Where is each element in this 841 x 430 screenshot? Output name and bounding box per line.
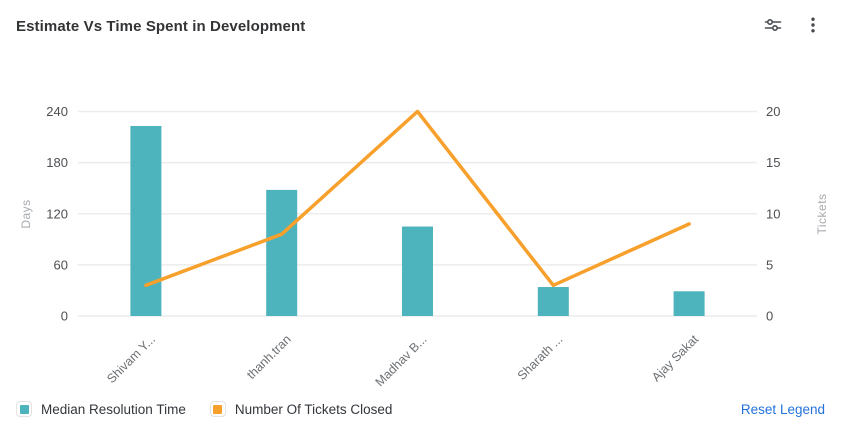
reset-legend-link[interactable]: Reset Legend [740, 401, 825, 417]
sliders-icon [763, 15, 783, 38]
legend-label: Median Resolution Time [41, 401, 186, 417]
legend-swatch-bar-series [16, 401, 32, 417]
kebab-menu-icon [803, 15, 823, 38]
right-axis-tick-label: 15 [766, 155, 780, 170]
right-axis-name: Tickets [815, 193, 829, 234]
legend-label: Number Of Tickets Closed [234, 401, 393, 417]
right-axis-tick-label: 5 [766, 257, 773, 272]
x-axis-category-label: Ajay Sakat [649, 332, 702, 385]
header-actions [759, 12, 827, 40]
more-options-button[interactable] [799, 12, 827, 40]
bar-Shivam Y...[interactable] [130, 125, 162, 317]
chart-canvas[interactable]: 0 0 60 5 120 10 180 15 240 20 Days Tickets Shivam Y.… [0, 52, 841, 390]
bar-series-color [19, 404, 29, 414]
x-axis-category-label: Shivam Y... [104, 332, 158, 386]
right-axis-tick-label: 0 [766, 309, 773, 324]
legend-item-median-resolution-time[interactable]: Median Resolution Time [16, 401, 186, 417]
line-series-color [213, 404, 223, 414]
card-header: Estimate Vs Time Spent in Development [0, 0, 841, 52]
x-axis-category-label: Sharath ... [515, 332, 566, 383]
left-axis-tick-label: 120 [46, 206, 68, 221]
legend-swatch-line-series [209, 401, 226, 417]
x-axis-category-label: Madhav B... [373, 332, 430, 389]
left-axis-tick-label: 180 [46, 155, 68, 170]
bar-thanh.tran[interactable] [266, 189, 298, 316]
bar-Madhav B...[interactable] [402, 226, 433, 316]
left-axis-name: Days [19, 199, 33, 228]
chart-area[interactable]: 0 0 60 5 120 10 180 15 240 20 Days Tickets Shivam Y.… [0, 52, 841, 390]
filter-sliders-button[interactable] [759, 12, 787, 40]
left-axis-tick-label: 60 [54, 257, 68, 272]
chart-legend: Median Resolution Time Number Of Tickets… [16, 396, 825, 422]
bar-Sharath ...[interactable] [537, 287, 569, 316]
right-axis-tick-label: 10 [766, 206, 780, 221]
chart-title: Estimate Vs Time Spent in Development [16, 17, 306, 35]
line-number-of-tickets-closed[interactable] [144, 109, 691, 288]
bar-Ajay Sakat[interactable] [673, 291, 705, 316]
left-axis-tick-label: 240 [46, 104, 68, 119]
legend-item-number-of-tickets-closed[interactable]: Number Of Tickets Closed [209, 401, 393, 417]
right-axis-tick-label: 20 [766, 104, 780, 119]
x-axis-category-label: thanh.tran [244, 332, 294, 382]
left-axis-tick-label: 0 [61, 309, 68, 324]
